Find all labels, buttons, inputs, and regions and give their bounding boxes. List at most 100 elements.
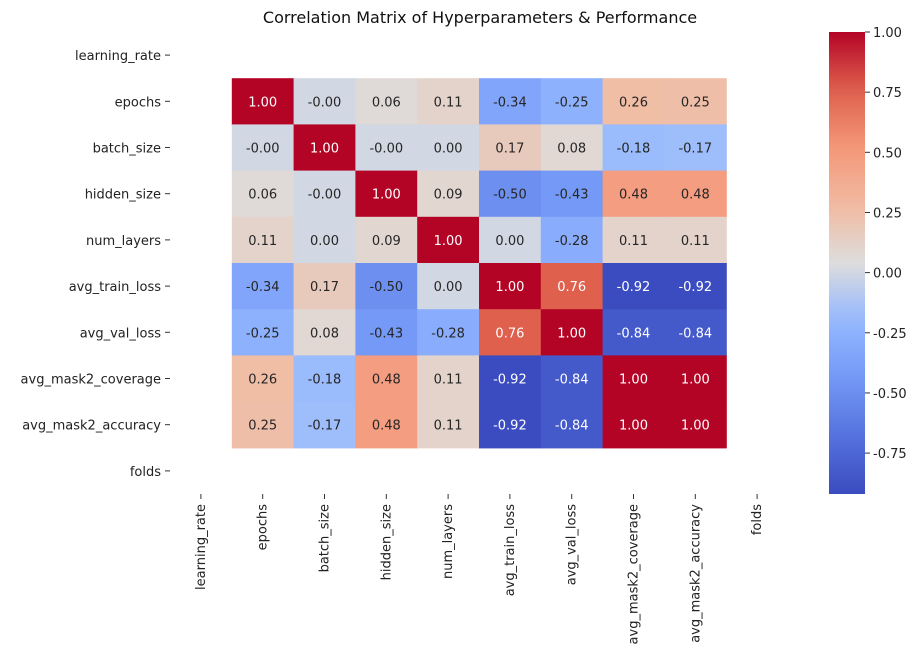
heatmap-cell	[664, 78, 727, 125]
heatmap-cell-label: -0.92	[493, 419, 527, 434]
heatmap-cell	[417, 355, 480, 403]
heatmap-cell-label: -0.50	[369, 280, 403, 295]
x-tick-label: batch_size	[318, 504, 333, 572]
heatmap-cell	[417, 124, 480, 172]
y-tick-label: avg_mask2_coverage	[21, 373, 161, 388]
heatmap-cell	[417, 263, 480, 310]
heatmap-cell	[664, 170, 727, 218]
y-tick-label: learning_rate	[75, 49, 161, 64]
heatmap-cell	[479, 401, 542, 449]
heatmap-cell	[355, 263, 418, 310]
x-tick-label: avg_val_loss	[565, 504, 580, 586]
heatmap-cell	[293, 216, 356, 264]
heatmap-cell	[540, 78, 604, 125]
heatmap-cell-label: -0.28	[555, 234, 589, 249]
heatmap-cell	[231, 124, 295, 172]
heatmap-cell	[664, 309, 727, 356]
heatmap-cell-label: 0.48	[372, 373, 401, 388]
heatmap-cell-label: 0.11	[434, 95, 463, 110]
heatmap-cell-label: 1.00	[495, 280, 524, 295]
colorbar-tick-label: 0.75	[873, 86, 902, 101]
heatmap-cell-label: 0.11	[434, 419, 463, 434]
heatmap-cell-label: -0.84	[617, 326, 651, 341]
x-tick-label: hidden_size	[379, 504, 394, 580]
heatmap-cell-label: 0.08	[310, 326, 339, 341]
heatmap-cell	[602, 401, 665, 449]
heatmap-cells: 1.00 -0.00 0.06 0.11 -0.34 -0.25 0.26 0.25 -0.00…	[231, 78, 727, 449]
heatmap-cell-label: -0.84	[678, 326, 712, 341]
heatmap-cell-label: 0.26	[619, 95, 648, 110]
heatmap-cell	[231, 355, 295, 403]
heatmap-cell-label: 0.48	[681, 188, 710, 203]
heatmap-cell-label: -0.17	[678, 142, 712, 157]
colorbar	[829, 32, 865, 494]
heatmap-cell-label: 0.09	[434, 188, 463, 203]
x-tick-label: avg_mask2_accuracy	[688, 504, 703, 643]
colorbar-tick-label: 0.00	[873, 267, 902, 282]
heatmap-cell	[479, 355, 542, 403]
heatmap-cell-label: 0.09	[372, 234, 401, 249]
heatmap-cell	[231, 216, 295, 264]
heatmap-cell	[479, 216, 542, 264]
heatmap-cell-label: 0.11	[619, 234, 648, 249]
x-axis-labels: learning_rate epochs batch_size hidden_size…	[194, 494, 765, 644]
heatmap-cell-label: -0.92	[493, 373, 527, 388]
x-tick-label: learning_rate	[194, 504, 209, 590]
heatmap-cell-label: -0.92	[678, 280, 712, 295]
heatmap-cell	[479, 263, 542, 310]
colorbar-tick-label: 1.00	[873, 26, 902, 41]
x-tick-label: folds	[750, 504, 765, 535]
heatmap-cell-label: 1.00	[248, 95, 277, 110]
heatmap-cell	[602, 78, 665, 125]
chart-title: Correlation Matrix of Hyperparameters & …	[263, 8, 697, 27]
x-tick-label: avg_mask2_coverage	[627, 504, 642, 644]
heatmap-cell-label: 1.00	[434, 234, 463, 249]
x-tick-label: num_layers	[441, 504, 456, 579]
heatmap-cell-label: -0.34	[493, 95, 527, 110]
heatmap-cell	[664, 355, 727, 403]
heatmap-cell	[540, 401, 604, 449]
heatmap-cell-label: 1.00	[372, 188, 401, 203]
colorbar-tick-label: -0.25	[873, 327, 907, 342]
colorbar-tick-label: -0.50	[873, 387, 907, 402]
heatmap-cell-label: -0.00	[369, 142, 403, 157]
heatmap-cell	[479, 170, 542, 218]
heatmap-cell-label: 0.17	[310, 280, 339, 295]
heatmap-cell	[664, 124, 727, 172]
heatmap-cell-label: -0.00	[246, 142, 280, 157]
heatmap-cell	[602, 170, 665, 218]
heatmap-cell-label: 1.00	[619, 373, 648, 388]
heatmap-cell-label: -0.34	[246, 280, 280, 295]
heatmap-cell	[479, 124, 542, 172]
heatmap-cell	[355, 216, 418, 264]
heatmap-cell-label: 0.17	[495, 142, 524, 157]
heatmap-cell-label: 0.11	[434, 373, 463, 388]
heatmap-cell-label: -0.18	[308, 373, 342, 388]
heatmap-cell	[540, 355, 604, 403]
heatmap-cell-label: -0.43	[555, 188, 589, 203]
heatmap-cell-label: 0.76	[495, 326, 524, 341]
heatmap-cell-label: -0.18	[617, 142, 651, 157]
heatmap-cell	[602, 124, 665, 172]
heatmap-cell-label: -0.50	[493, 188, 527, 203]
heatmap-cell	[231, 170, 295, 218]
heatmap-cell-label: -0.84	[555, 419, 589, 434]
y-tick-label: batch_size	[93, 142, 161, 157]
heatmap-cell	[664, 216, 727, 264]
colorbar-tick-label: 0.50	[873, 146, 902, 161]
heatmap-cell-label: 0.76	[557, 280, 586, 295]
colorbar-ticks: 1.00 0.75 0.50 0.25 0.00 -0.25 -0.50 -0.75	[865, 26, 907, 462]
heatmap-cell	[355, 355, 418, 403]
heatmap-cell	[231, 263, 295, 310]
heatmap-cell-label: 0.06	[248, 188, 277, 203]
heatmap-cell	[417, 309, 480, 356]
heatmap-cell	[293, 401, 356, 449]
x-tick-label: epochs	[256, 504, 271, 551]
heatmap-cell-label: 0.26	[248, 373, 277, 388]
heatmap-cell-label: 0.11	[248, 234, 277, 249]
heatmap-cell	[417, 78, 480, 125]
y-tick-label: folds	[130, 465, 161, 480]
heatmap-cell	[540, 263, 604, 310]
